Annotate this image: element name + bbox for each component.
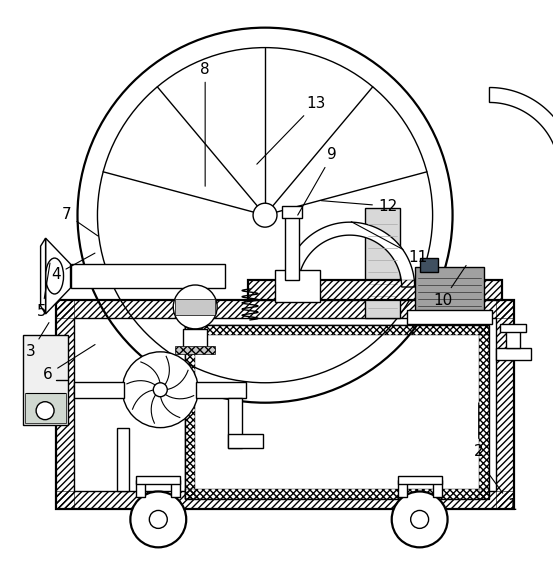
Text: 5: 5 (37, 263, 50, 319)
Bar (175, 299, 215, 315)
Bar (55, 491, 515, 510)
Bar (248, 280, 502, 300)
Bar (414, 267, 485, 312)
Bar (117, 428, 130, 491)
Bar (419, 258, 438, 272)
Bar (24, 393, 65, 423)
Bar (398, 479, 407, 498)
Text: 7: 7 (62, 207, 98, 236)
Polygon shape (285, 222, 414, 287)
Circle shape (253, 203, 277, 227)
Bar (433, 479, 442, 498)
Bar (23, 335, 68, 424)
Bar (74, 318, 496, 491)
Text: 13: 13 (257, 96, 325, 164)
Text: 8: 8 (201, 62, 210, 186)
Text: 1: 1 (489, 474, 517, 513)
Bar (506, 330, 520, 348)
Circle shape (153, 383, 167, 397)
Circle shape (150, 510, 167, 529)
Bar (248, 280, 502, 300)
Text: 9: 9 (297, 147, 337, 215)
Bar (496, 348, 531, 360)
Bar (196, 382, 246, 398)
Text: 3: 3 (26, 323, 49, 359)
Bar (74, 382, 125, 398)
Bar (407, 310, 493, 324)
Polygon shape (490, 88, 554, 198)
Bar (183, 329, 207, 349)
Bar (136, 479, 145, 498)
Bar (480, 325, 490, 499)
Bar (55, 300, 74, 510)
Bar (70, 264, 225, 288)
Bar (171, 479, 180, 498)
Bar (496, 300, 515, 510)
Bar (398, 475, 442, 483)
Text: 10: 10 (433, 265, 466, 308)
Bar (185, 490, 490, 499)
Bar (185, 325, 490, 335)
Text: 2: 2 (474, 403, 484, 459)
Bar (55, 300, 515, 510)
Bar (185, 325, 195, 499)
Text: 6: 6 (43, 344, 95, 382)
Bar (275, 270, 320, 302)
Text: 11: 11 (351, 222, 428, 265)
Bar (185, 325, 490, 499)
Polygon shape (45, 238, 70, 314)
Text: 12: 12 (321, 198, 397, 213)
Circle shape (36, 402, 54, 420)
Circle shape (122, 352, 198, 428)
Circle shape (411, 510, 429, 529)
Bar (228, 434, 263, 448)
Polygon shape (40, 238, 45, 314)
Bar (228, 398, 242, 448)
Ellipse shape (45, 258, 64, 294)
Bar (500, 324, 526, 332)
Text: 4: 4 (51, 253, 95, 282)
Bar (282, 206, 302, 218)
Circle shape (173, 285, 217, 329)
Bar (365, 208, 399, 318)
Circle shape (392, 491, 448, 547)
Bar (55, 300, 515, 318)
Bar (285, 212, 299, 280)
Bar (175, 346, 215, 354)
Bar (136, 475, 180, 483)
Circle shape (130, 491, 186, 547)
